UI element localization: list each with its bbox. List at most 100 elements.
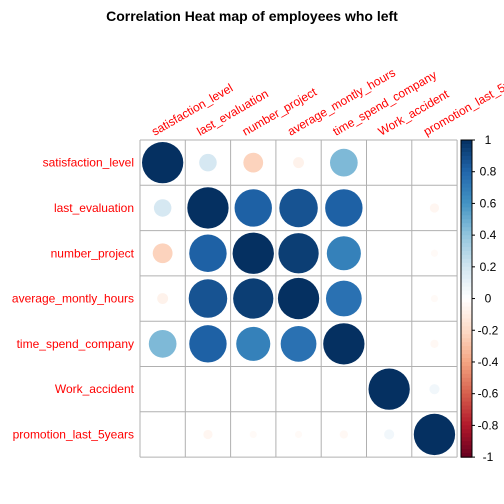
colorbar-tick-label: 0 <box>485 292 492 306</box>
colorbar-segment <box>461 290 472 296</box>
correlation-circle <box>278 233 319 274</box>
correlation-circle <box>429 203 440 213</box>
correlation-circle <box>294 430 303 439</box>
colorbar-segment <box>461 191 472 197</box>
row-label: promotion_last_5years <box>13 427 134 441</box>
colorbar-tick-label: -0.8 <box>478 418 499 432</box>
correlation-circle <box>323 323 365 365</box>
correlation-circle <box>234 189 272 227</box>
colorbar-segment <box>461 167 472 173</box>
colorbar-segment <box>461 413 472 419</box>
colorbar-segment <box>461 306 472 312</box>
colorbar-segment <box>461 330 472 335</box>
colorbar-segment <box>461 298 472 304</box>
colorbar-segment <box>461 163 472 169</box>
row-label: satisfaction_level <box>43 156 134 170</box>
colorbar-tick-label: -0.2 <box>478 323 499 337</box>
correlation-circle <box>189 325 227 363</box>
colorbar-segment <box>461 175 472 181</box>
colorbar-segment <box>461 151 472 157</box>
correlation-circle <box>188 279 228 318</box>
colorbar-segment <box>461 354 472 359</box>
colorbar-segment <box>461 250 472 256</box>
correlation-circle <box>280 325 317 362</box>
colorbar-segment <box>461 449 472 454</box>
colorbar-segment <box>461 143 472 149</box>
colorbar-segment <box>461 350 472 355</box>
colorbar-segment <box>461 159 472 165</box>
row-label: number_project <box>51 246 135 260</box>
colorbar-segment <box>461 405 472 411</box>
row-label: average_montly_hours <box>12 292 134 306</box>
correlation-circle <box>187 187 229 229</box>
colorbar-segment <box>461 278 472 284</box>
colorbar-tick-label: -0.4 <box>478 355 499 369</box>
colorbar-segment <box>461 215 472 220</box>
correlation-circle <box>249 430 257 439</box>
correlation-circle <box>236 326 271 361</box>
colorbar-segment <box>461 441 472 446</box>
colorbar-segment <box>461 262 472 268</box>
colorbar-segment <box>461 211 472 216</box>
colorbar-segment <box>461 207 472 212</box>
colorbar-segment <box>461 310 472 316</box>
correlation-circle <box>368 368 410 410</box>
colorbar-segment <box>461 445 472 450</box>
colorbar-segment <box>461 338 472 343</box>
colorbar-segment <box>461 155 472 161</box>
colorbar-tick-label: 0.4 <box>480 228 497 242</box>
colorbar-segment <box>461 421 472 426</box>
colorbar-segment <box>461 286 472 292</box>
colorbar-tick-label: 0.2 <box>480 260 497 274</box>
colorbar-segment <box>461 239 472 244</box>
correlation-circle <box>232 232 274 274</box>
chart-title: Correlation Heat map of employees who le… <box>106 8 398 24</box>
colorbar-segment <box>461 227 472 232</box>
colorbar-segment <box>461 385 472 391</box>
colorbar-segment <box>461 314 472 319</box>
colorbar-tick-label: 0.6 <box>480 196 497 210</box>
correlation-circle <box>199 153 217 172</box>
colorbar-segment <box>461 358 472 363</box>
correlation-circle <box>148 329 177 358</box>
colorbar-segment <box>461 318 472 323</box>
colorbar-segment <box>461 203 472 208</box>
colorbar-segment <box>461 302 472 308</box>
colorbar-segment <box>461 389 472 395</box>
correlation-circle <box>293 157 305 169</box>
colorbar-segment <box>461 282 472 288</box>
correlation-circle <box>243 152 264 173</box>
colorbar-segment <box>461 369 472 375</box>
colorbar-segment <box>461 397 472 403</box>
colorbar-segment <box>461 429 472 434</box>
colorbar-segment <box>461 258 472 264</box>
colorbar-segment <box>461 179 472 185</box>
colorbar-segment <box>461 393 472 399</box>
colorbar-segment <box>461 453 472 458</box>
correlation-circle <box>430 249 439 257</box>
correlation-circle <box>277 277 320 320</box>
colorbar-segment <box>461 373 472 379</box>
correlation-circle <box>384 429 395 440</box>
correlation-circle <box>339 430 348 439</box>
correlation-circle <box>329 148 358 177</box>
correlation-circle <box>430 339 439 348</box>
correlation-circle <box>142 142 184 184</box>
colorbar-segment <box>461 365 472 371</box>
colorbar-segment <box>461 266 472 272</box>
correlation-circle <box>413 413 456 456</box>
colorbar-segment <box>461 235 472 240</box>
colorbar-segment <box>461 231 472 236</box>
colorbar-segment <box>461 183 472 189</box>
colorbar-segment <box>461 147 472 153</box>
colorbar-segment <box>461 270 472 276</box>
colorbar-segment <box>461 274 472 280</box>
colorbar-tick-label: 0.8 <box>480 165 497 179</box>
correlation-circle <box>153 199 172 217</box>
colorbar-segment <box>461 187 472 193</box>
row-label: time_spend_company <box>17 337 134 351</box>
correlation-circle <box>157 293 169 305</box>
colorbar-segment <box>461 409 472 415</box>
colorbar-segment <box>461 219 472 224</box>
correlation-circle <box>325 280 362 317</box>
